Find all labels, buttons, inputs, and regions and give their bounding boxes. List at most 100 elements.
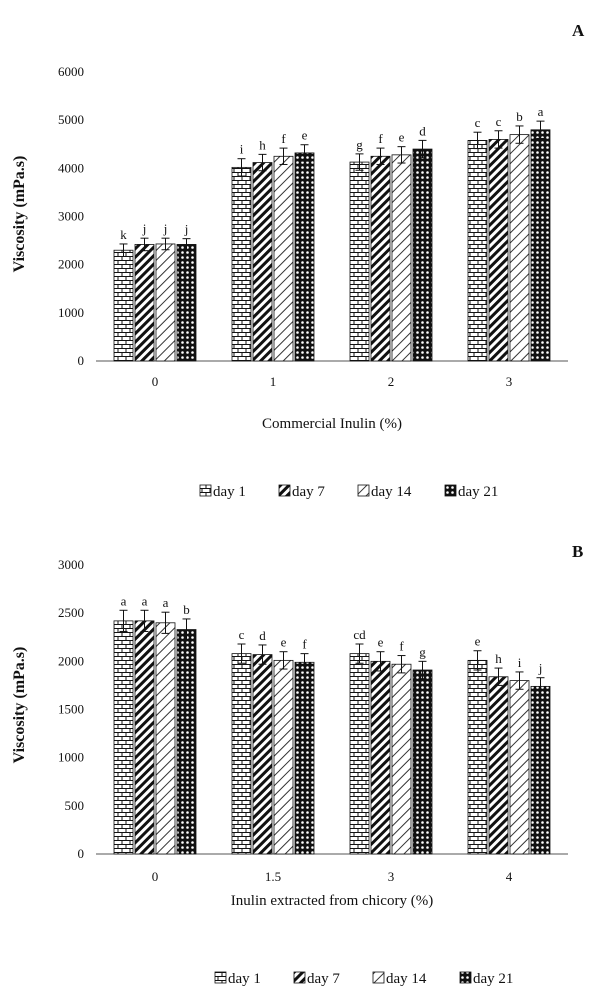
x-tick-label: 3 (506, 374, 513, 389)
significance-letter: c (239, 627, 245, 642)
significance-letter: h (259, 137, 266, 152)
bar (488, 139, 509, 362)
bar (273, 659, 294, 855)
bar (412, 669, 433, 855)
significance-letter: a (142, 593, 148, 608)
significance-letter: k (120, 227, 127, 242)
significance-letter: j (184, 222, 189, 237)
chart-b-legend: day 1 day 7 day 14 day 21 (214, 971, 513, 987)
x-tick-label: 4 (506, 869, 513, 884)
bar (530, 685, 551, 855)
significance-letter: b (183, 602, 190, 617)
bar (467, 659, 488, 855)
y-tick-label: 0 (78, 353, 85, 368)
chart-b-xlabel: Inulin extracted from chicory (%) (231, 893, 433, 909)
significance-letter: e (281, 635, 287, 650)
x-tick-label: 2 (388, 374, 395, 389)
bar (113, 620, 134, 855)
chart-a-xlabel: Commercial Inulin (%) (262, 416, 402, 432)
y-tick-label: 1500 (58, 702, 84, 717)
bar (488, 676, 509, 855)
significance-letter: a (538, 104, 544, 119)
bar (391, 154, 412, 362)
y-tick-label: 1000 (58, 750, 84, 765)
bar (370, 660, 391, 855)
chart-b-ylabel: Viscosity (mPa.s) (11, 647, 28, 764)
legend-swatch (357, 484, 370, 497)
significance-letter: c (496, 114, 502, 129)
y-tick-label: 0 (78, 846, 85, 861)
bar (155, 243, 176, 362)
significance-letter: f (302, 637, 307, 652)
bar (252, 162, 273, 362)
y-tick-label: 5000 (58, 112, 84, 127)
significance-letter: i (240, 142, 244, 157)
chart-a-bars: k j j ji h f eg f e dc c b a (113, 104, 551, 362)
y-tick-label: 2000 (58, 257, 84, 272)
panel-label-a: A (572, 21, 585, 40)
legend-swatch (278, 484, 291, 497)
bar (530, 129, 551, 362)
bar (134, 620, 155, 855)
significance-letter: d (259, 628, 266, 643)
significance-letter: h (495, 651, 502, 666)
significance-letter: c (475, 115, 481, 130)
bar (349, 161, 370, 362)
panel-label-b: B (572, 542, 583, 561)
chart-a-legend: day 1 day 7 day 14 day 21 (199, 484, 498, 500)
significance-letter: f (281, 131, 286, 146)
bar (509, 680, 530, 855)
significance-letter: i (518, 655, 522, 670)
x-tick-label: 0 (152, 374, 159, 389)
bar (134, 244, 155, 362)
legend-entry: day 1 (228, 971, 261, 987)
bar (113, 249, 134, 362)
bar (155, 622, 176, 855)
legend-swatch (293, 971, 306, 984)
bar (370, 155, 391, 362)
legend-entry: day 1 (213, 484, 246, 500)
significance-letter: e (302, 128, 308, 143)
significance-letter: j (142, 221, 147, 236)
legend-entry: day 14 (386, 971, 427, 987)
bar (231, 166, 252, 362)
x-tick-label: 0 (152, 869, 159, 884)
bar (176, 629, 197, 855)
significance-letter: cd (353, 627, 366, 642)
bar (467, 139, 488, 362)
legend-entry: day 21 (473, 971, 513, 987)
legend-swatch (444, 484, 457, 497)
bar (412, 148, 433, 362)
legend-swatch (199, 484, 212, 497)
bar (349, 653, 370, 855)
bar (176, 244, 197, 362)
legend-swatch (459, 971, 472, 984)
y-tick-label: 3000 (58, 557, 84, 572)
significance-letter: g (419, 644, 426, 659)
bar (294, 661, 315, 855)
bar (252, 654, 273, 855)
legend-swatch (372, 971, 385, 984)
y-tick-label: 1000 (58, 305, 84, 320)
y-tick-label: 3000 (58, 209, 84, 224)
bar (294, 152, 315, 362)
x-tick-label: 3 (388, 869, 395, 884)
bar (509, 134, 530, 362)
y-tick-label: 500 (65, 798, 85, 813)
significance-letter: g (356, 137, 363, 152)
y-tick-label: 6000 (58, 64, 84, 79)
x-tick-label: 1 (270, 374, 277, 389)
significance-letter: a (121, 593, 127, 608)
y-tick-label: 2000 (58, 653, 84, 668)
bar (391, 663, 412, 855)
significance-letter: j (163, 221, 168, 236)
significance-letter: d (419, 123, 426, 138)
bar (231, 653, 252, 855)
legend-entry: day 21 (458, 484, 498, 500)
x-tick-label: 1.5 (265, 869, 281, 884)
legend-entry: day 7 (307, 971, 340, 987)
legend-entry: day 14 (371, 484, 412, 500)
